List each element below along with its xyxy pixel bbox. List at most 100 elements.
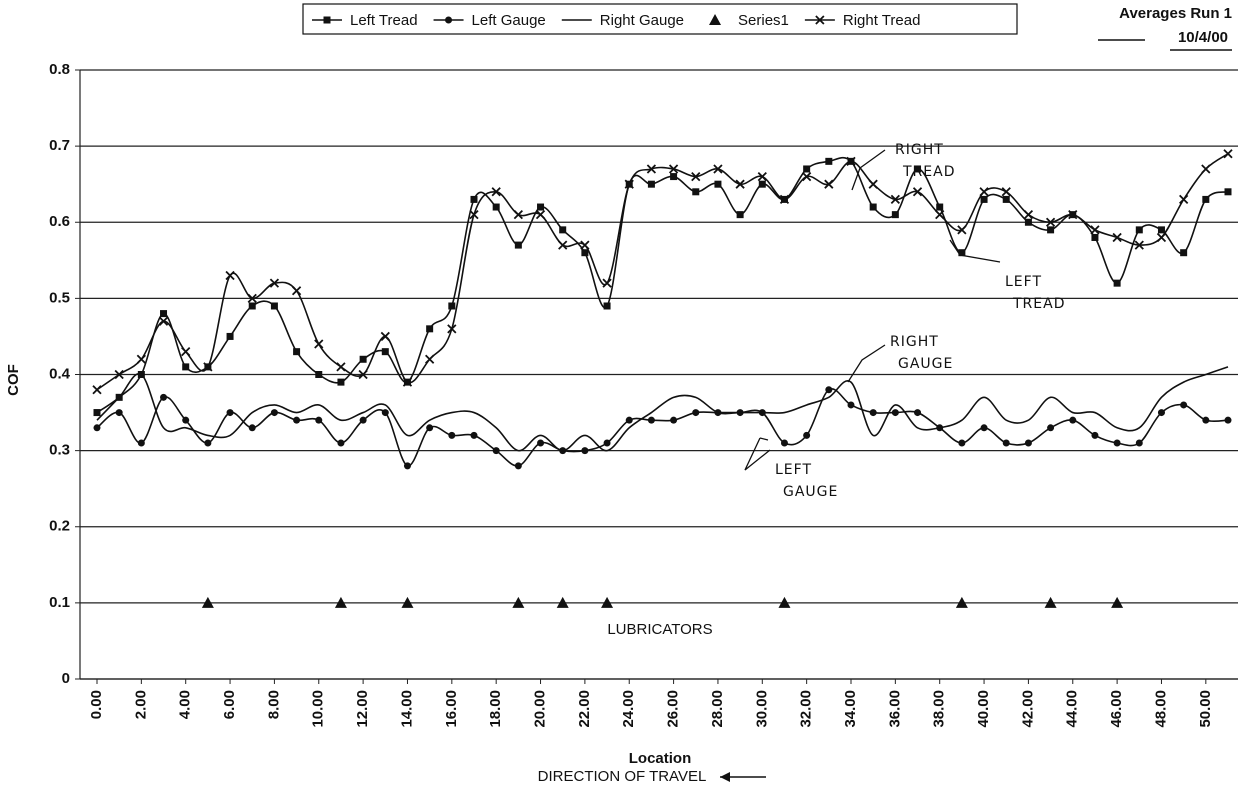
marker-square	[1113, 279, 1121, 287]
x-tick-label: 44.00	[1064, 690, 1081, 728]
marker-circle	[780, 439, 788, 447]
x-tick-label: 10.00	[310, 690, 327, 728]
marker-square	[1157, 226, 1165, 234]
marker-circle	[803, 431, 811, 439]
marker-x	[269, 278, 280, 288]
marker-circle	[1135, 439, 1143, 447]
marker-square	[914, 165, 922, 173]
marker-circle	[115, 409, 123, 417]
annotation: TREAD	[1012, 296, 1065, 312]
marker-triangle	[1044, 596, 1057, 608]
marker-square	[337, 378, 345, 386]
marker-square	[293, 348, 301, 356]
marker-x	[602, 278, 612, 288]
marker-square	[537, 203, 545, 211]
series-line	[96, 387, 1229, 467]
marker-x	[735, 179, 745, 189]
marker-x	[824, 179, 834, 189]
marker-square	[603, 302, 611, 310]
direction-arrowhead	[720, 772, 730, 782]
x-tick-label: 16.00	[443, 690, 460, 728]
marker-circle	[381, 409, 389, 417]
x-tick-label: 6.00	[221, 690, 238, 719]
marker-circle	[581, 447, 589, 455]
marker-triangle	[334, 596, 347, 608]
x-axis-sublabel: DIRECTION OF TRAVEL	[538, 768, 707, 785]
marker-x	[380, 331, 390, 342]
marker-x	[314, 339, 324, 349]
marker-triangle	[201, 596, 214, 608]
marker-triangle	[601, 596, 614, 608]
marker-x	[912, 187, 923, 197]
legend-label: Left Tread	[350, 12, 418, 29]
marker-x	[890, 194, 900, 205]
x-tick-label: 24.00	[620, 690, 637, 728]
annotation-arrow	[847, 344, 886, 383]
marker-square	[93, 409, 101, 417]
marker-x	[203, 362, 213, 372]
x-tick-label: 34.00	[842, 690, 859, 728]
marker-square	[958, 249, 966, 257]
marker-square	[160, 310, 168, 318]
marker-square	[1047, 226, 1055, 234]
legend-label: Series1	[738, 12, 789, 29]
marker-x	[668, 164, 679, 174]
y-axis-label: COF	[5, 364, 22, 396]
marker-circle	[869, 409, 877, 417]
marker-square	[182, 363, 190, 371]
marker-square	[1180, 249, 1188, 257]
marker-x	[846, 156, 856, 166]
marker-square	[758, 180, 766, 188]
x-axis-label: Location	[629, 750, 692, 767]
marker-x	[757, 171, 767, 182]
marker-circle	[1113, 439, 1121, 447]
marker-circle	[980, 424, 988, 432]
marker-square	[869, 203, 877, 211]
marker-circle	[270, 409, 278, 417]
series-line	[96, 153, 1229, 391]
x-tick-label: 30.00	[753, 690, 770, 728]
marker-x	[247, 293, 257, 304]
annotation-arrow	[744, 437, 771, 471]
x-tick-label: 48.00	[1152, 690, 1169, 728]
marker-square	[1091, 233, 1099, 241]
marker-circle	[182, 416, 190, 424]
marker-circle	[293, 416, 301, 424]
marker-square	[980, 195, 988, 203]
marker-circle	[603, 439, 611, 447]
x-tick-label: 50.00	[1197, 690, 1214, 728]
marker-x	[336, 362, 346, 372]
marker-circle	[1047, 424, 1055, 432]
legend-label: Left Gauge	[472, 12, 546, 29]
legend-marker	[815, 15, 825, 25]
y-tick-label: 0.5	[49, 289, 70, 306]
marker-circle	[914, 409, 922, 417]
marker-square	[670, 173, 678, 181]
marker-circle	[426, 424, 434, 432]
legend-marker	[445, 16, 453, 24]
marker-square	[248, 302, 256, 310]
marker-circle	[537, 439, 545, 447]
marker-x	[358, 369, 368, 380]
marker-square	[714, 180, 722, 188]
legend-marker	[709, 14, 722, 25]
marker-x	[469, 210, 479, 220]
marker-square	[492, 203, 500, 211]
x-tick-label: 46.00	[1108, 690, 1125, 728]
marker-triangle	[778, 596, 791, 608]
marker-circle	[1069, 416, 1077, 424]
marker-circle	[1202, 416, 1210, 424]
legend: Left Tread Left Gauge Right Gauge Series1 Ri…	[302, 3, 1018, 35]
x-tick-label: 26.00	[665, 690, 682, 728]
marker-circle	[448, 431, 456, 439]
y-tick-label: 0.7	[49, 137, 70, 154]
marker-circle	[891, 409, 899, 417]
y-tick-label: 0.4	[49, 365, 71, 382]
marker-circle	[359, 416, 367, 424]
marker-x	[1201, 164, 1211, 174]
marker-square	[270, 302, 278, 310]
marker-x	[979, 187, 989, 197]
annotation: TREAD	[902, 164, 955, 180]
marker-x	[779, 194, 790, 205]
